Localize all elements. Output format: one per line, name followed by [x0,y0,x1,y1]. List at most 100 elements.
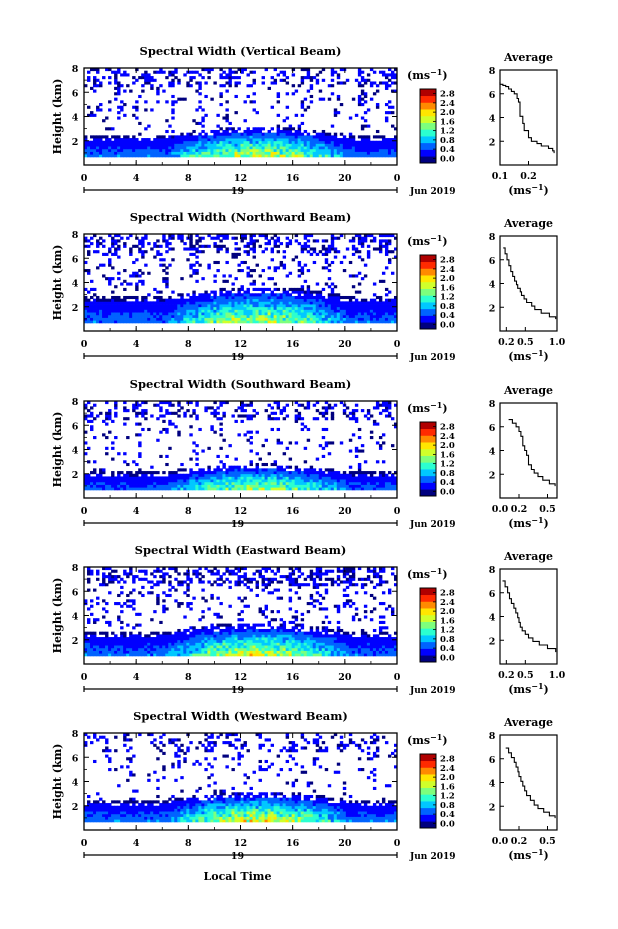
heatmap-cell [132,306,136,310]
heatmap-cell [357,151,362,155]
heatmap-cell [150,645,154,649]
heatmap-cell [183,476,187,480]
heatmap-cell [246,132,250,136]
heatmap-cell [168,236,172,240]
heatmap-cell [390,124,395,128]
heatmap-cell [99,242,103,246]
heatmap-cell [210,471,214,475]
profile-unit-text: (ms [508,517,531,530]
heatmap-cell [321,97,326,101]
heatmap-cell [375,135,380,139]
heatmap-cell [204,476,208,480]
heatmap-cell [177,468,181,472]
heatmap-cell [96,250,100,254]
heatmap-cell [324,154,329,158]
heatmap-cell [234,135,238,139]
heatmap-cell [300,244,305,248]
heatmap-cell [390,146,395,150]
heatmap-cell [189,457,193,461]
heatmap-cell [393,236,398,240]
heatmap-cell [96,479,100,483]
heatmap-cell [240,476,244,480]
heatmap-cell [168,481,172,485]
heatmap-cell [252,78,256,82]
heatmap-cell [303,473,308,477]
heatmap-cell [153,78,157,82]
heatmap-cell [336,250,341,254]
heatmap-cell [378,309,383,313]
heatmap-cell [144,154,148,158]
heatmap-cell [333,317,338,321]
heatmap-cell [186,293,190,297]
heatmap-cell [318,304,323,308]
heatmap-cell [126,417,130,421]
heatmap-cell [267,452,271,456]
heatmap-cell [327,97,332,101]
heatmap-cell [90,653,94,657]
heatmap-cell [333,135,338,139]
heatmap-cell [333,250,338,254]
heatmap-cell [90,650,94,654]
heatmap-cell [312,484,317,488]
heatmap-cell [252,148,256,152]
heatmap-cell [225,301,229,305]
heatmap-cell [180,647,184,651]
heatmap-cell [219,103,223,107]
heatmap-cell [114,143,118,147]
heatmap-cell [93,647,97,651]
heatmap-cell [252,108,256,112]
heatmap-cell [126,471,130,475]
heatmap-cell [90,320,94,324]
heatmap-cell [162,277,166,281]
heatmap-cell [132,479,136,483]
heatmap-cell [309,465,314,469]
heatmap-cell [225,138,229,142]
heatmap-cell [264,312,268,316]
heatmap-cell [156,634,160,638]
heatmap-cell [393,309,398,313]
heatmap-cell [165,637,169,641]
heatmap-cell [138,484,142,488]
heatmap-cell [186,132,190,136]
heatmap-cell [231,293,235,297]
heatmap-cell [168,263,172,267]
heatmap-cell [120,143,124,147]
heatmap-cell [162,138,166,142]
heatmap-cell [150,309,154,313]
heatmap-cell [174,569,178,573]
heatmap-cell [111,631,115,635]
heatmap-cell [144,647,148,651]
heatmap-cell [354,113,359,117]
heatmap-cell [318,309,323,313]
heatmap-cell [135,473,139,477]
heatmap-cell [198,154,202,158]
heatmap-cell [369,148,374,152]
heatmap-cell [186,637,190,641]
heatmap-cell [228,295,232,300]
heatmap-cell [327,263,332,267]
heatmap-cell [225,247,229,251]
colorbar-tick-label: 0.8 [440,302,455,312]
heatmap-cell [195,108,199,112]
heatmap-cell [375,481,380,485]
heatmap-cell [333,403,338,407]
heatmap-cell [195,301,199,305]
heatmap-cell [354,154,359,158]
heatmap-cell [189,295,193,300]
heatmap-cell [204,628,208,633]
heatmap-cell [87,414,91,418]
heatmap-cell [282,417,287,421]
heatmap-cell [378,320,383,324]
heatmap-cell [360,70,365,74]
heatmap-cell [126,146,130,150]
heatmap-cell [300,146,305,150]
heatmap-cell [243,290,247,294]
heatmap-cell [216,304,220,308]
heatmap-cell [318,298,323,302]
heatmap-cell [207,653,211,657]
heatmap-cell [294,414,299,418]
heatmap-cell [249,282,253,286]
heatmap-cell [87,650,91,654]
heatmap-cell [330,295,335,300]
heatmap-cell [294,287,299,291]
